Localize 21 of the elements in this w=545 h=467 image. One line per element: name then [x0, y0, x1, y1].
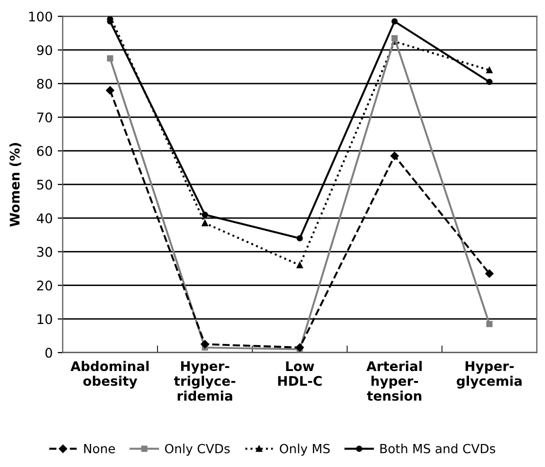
legend-label: Only MS	[280, 444, 330, 456]
x-tick-label: Abdominal obesity	[70, 360, 149, 389]
y-axis-title: Women (%)	[9, 143, 22, 227]
legend-label: Both MS and CVDs	[380, 444, 496, 454]
y-tick-label: 40	[36, 213, 52, 224]
y-tick-label: 0	[45, 348, 52, 358]
y-tick-label: 90	[36, 45, 52, 56]
y-tick-label: 30	[37, 246, 52, 257]
y-tick-label: 60	[37, 146, 52, 156]
y-tick-label: 70	[37, 112, 52, 122]
y-tick-label: 100	[29, 12, 52, 22]
y-tick-label: 80	[37, 78, 52, 89]
y-tick-label: 10	[38, 314, 52, 324]
y-tick-label: 50	[37, 180, 52, 190]
y-tick-label: 20	[37, 280, 52, 291]
x-tick-label: Arterial hyper- tension	[366, 360, 422, 401]
legend-label: Only CVDs	[165, 444, 230, 456]
x-tick-label: Hyper- triglyce- ridemia	[174, 361, 236, 401]
x-tick-label: Hyper- glycemia	[456, 361, 522, 389]
legend-label: None	[84, 444, 115, 454]
x-tick-label: Low HDL-C	[278, 361, 322, 386]
